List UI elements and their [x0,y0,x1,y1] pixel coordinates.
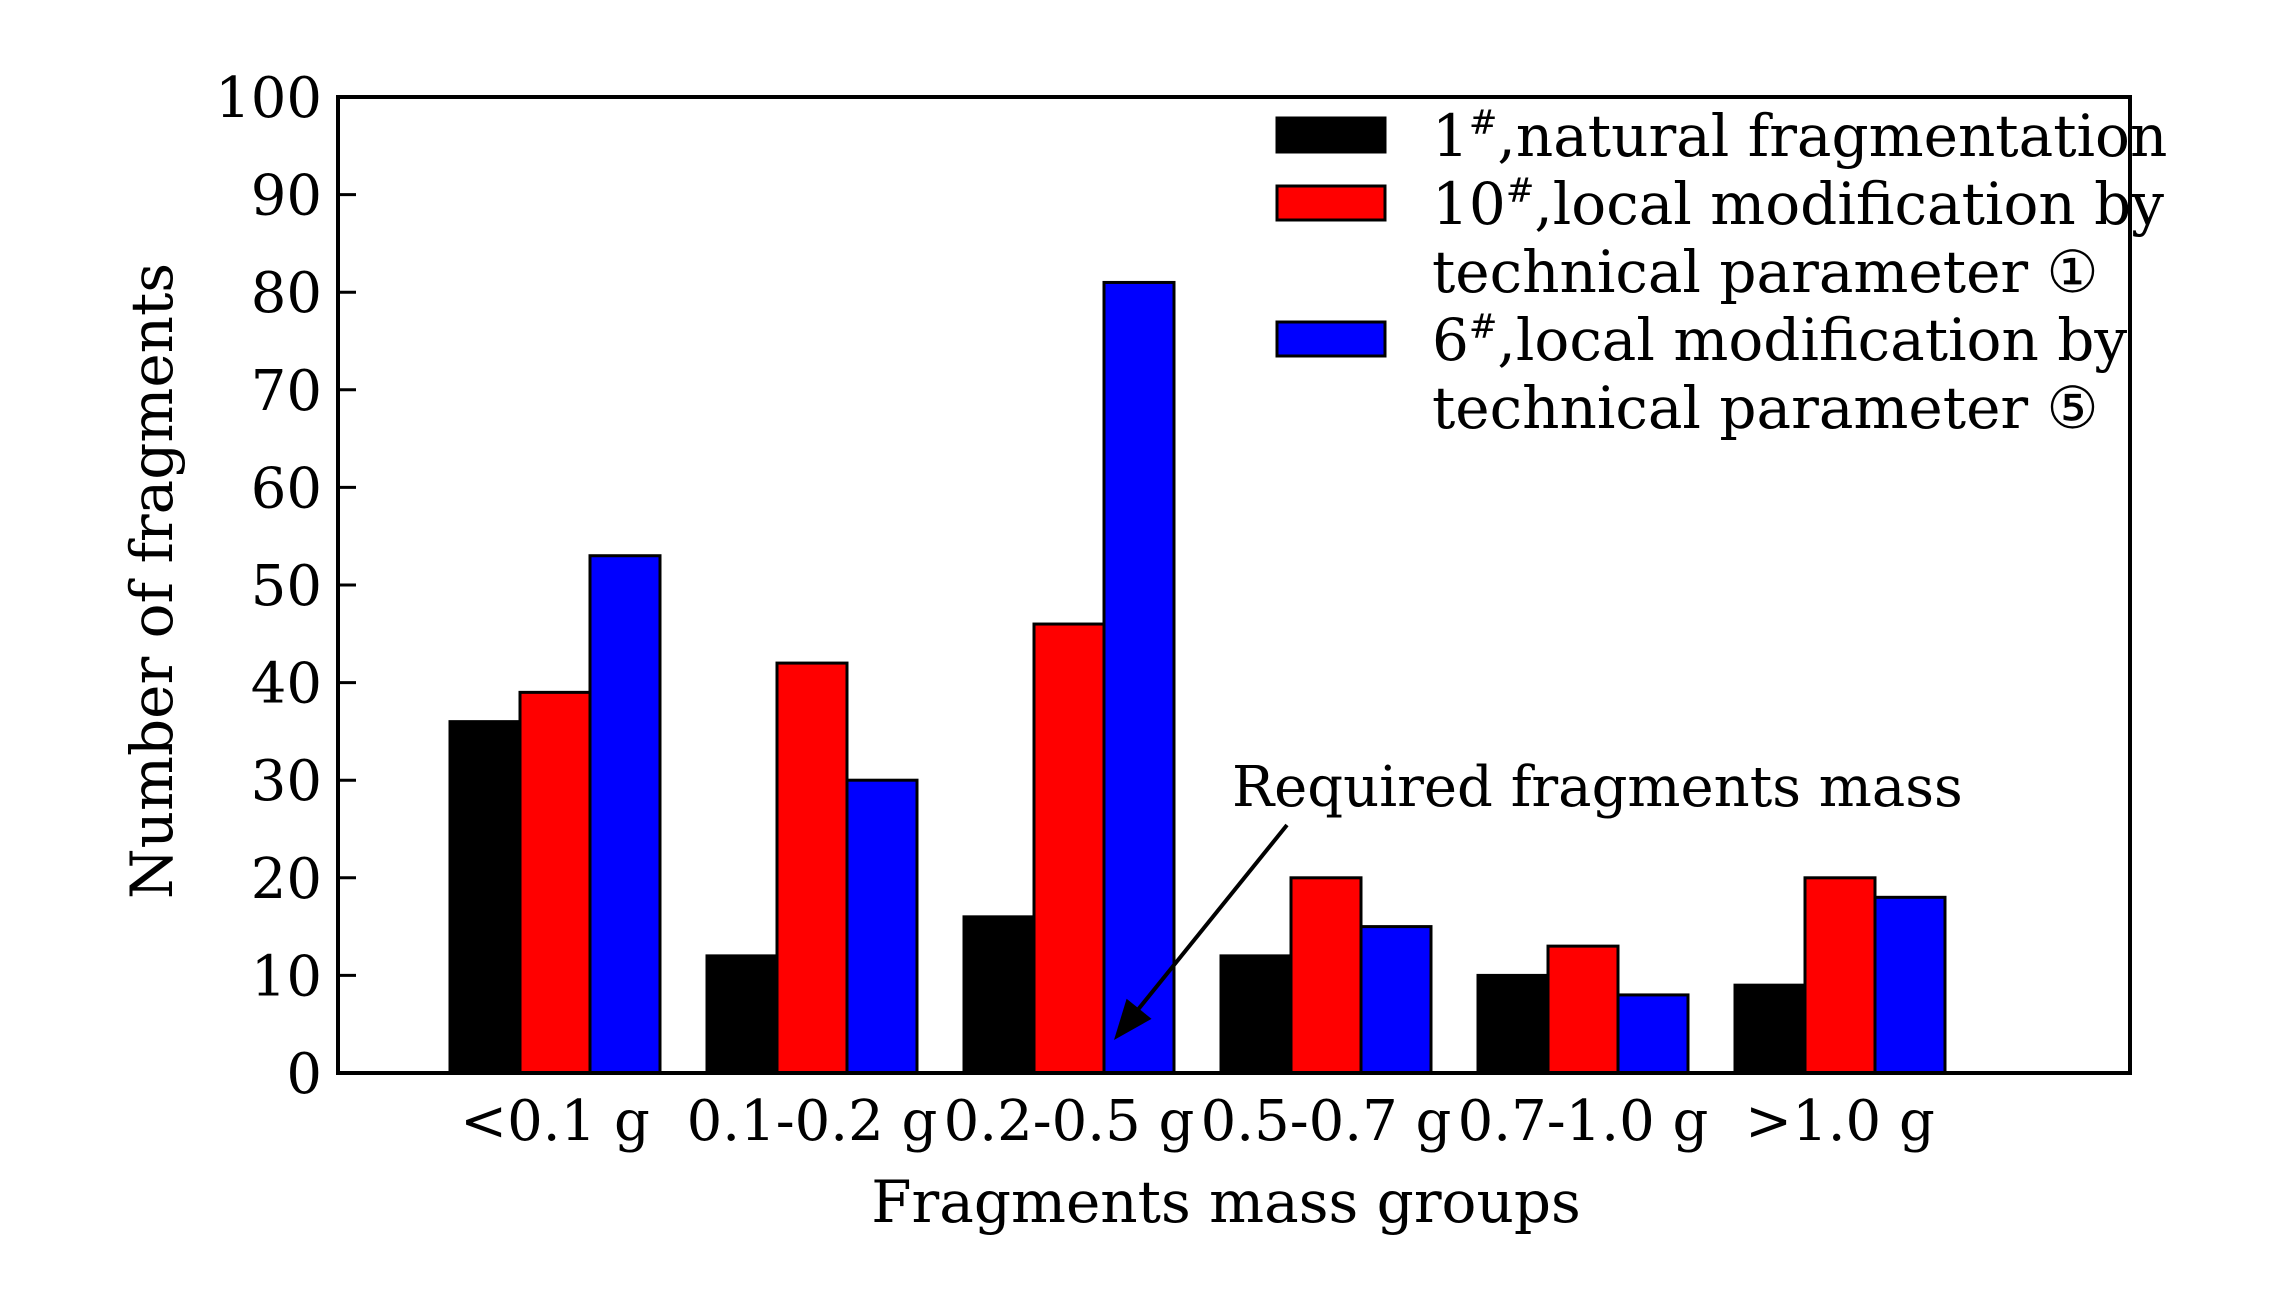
x-axis-title: Fragments mass groups [871,1168,1580,1236]
legend-series-text: local modification by [1553,170,2165,238]
legend-comma: , [1497,102,1515,170]
bar-1-1 [705,954,779,1075]
legend-swatch-1 [1275,116,1387,154]
legend-label: technical parameter ⑤ [1432,374,2099,442]
legend-swatch-6 [1275,320,1387,358]
legend-label: 6#,local modification by [1432,306,2127,374]
x-tick-label: 0.2-0.5 g [944,1089,1195,1154]
y-tick-label: 70 [251,359,322,424]
annotation-text: Required fragments mass [1232,755,1963,820]
legend-series-text: technical parameter ① [1432,238,2099,306]
legend-label: technical parameter ① [1432,238,2099,306]
legend-swatch-10 [1275,184,1387,222]
y-tick-label: 60 [251,456,322,521]
y-tick-label: 100 [215,66,322,131]
bar-1-3 [1219,954,1293,1075]
bar-1-2 [962,915,1036,1075]
bar-10-3 [1289,876,1363,1075]
bar-1-5 [1733,983,1807,1075]
legend-series-id: 6 [1432,306,1469,374]
legend-series-text: local modification by [1516,306,2128,374]
bar-1-0 [448,720,522,1075]
bar-6-5 [1873,895,1947,1075]
y-axis: 0 10 20 30 40 50 60 70 80 90 100 [215,66,356,1107]
x-tick-label: <0.1 g [460,1089,650,1154]
y-tick-label: 30 [251,749,322,814]
legend-series-sup: # [1469,103,1498,143]
x-axis: <0.1 g 0.1-0.2 g 0.2-0.5 g 0.5-0.7 g 0.7-1.0… [460,1089,1935,1154]
bar-10-5 [1803,876,1877,1075]
y-tick-label: 50 [251,554,322,619]
legend-series-text: technical parameter ⑤ [1432,374,2099,442]
x-tick-label: >1.0 g [1745,1089,1935,1154]
legend-comma: , [1534,170,1552,238]
legend-series-sup: # [1506,171,1535,211]
bar-10-4 [1546,944,1620,1075]
legend-label: 1#,natural fragmentation [1432,102,2167,170]
legend-series-text: natural fragmentation [1516,102,2167,170]
y-tick-label: 90 [251,164,322,229]
bar-6-4 [1616,993,1690,1075]
y-axis-title: Number of fragments [118,263,186,899]
bar-6-3 [1359,925,1433,1075]
bar-10-0 [518,690,592,1075]
bar-10-1 [775,661,849,1075]
bar-6-0 [588,554,662,1075]
bar-6-2 [1102,280,1176,1075]
annotation-arrowhead [1114,998,1152,1040]
annotation: Required fragments mass [1114,755,1963,1040]
x-tick-label: 0.7-1.0 g [1458,1089,1709,1154]
x-tick-label: 0.1-0.2 g [687,1089,938,1154]
annotation-arrow-line [1126,823,1289,1024]
bar-10-2 [1032,622,1106,1075]
bars-layer [448,280,1947,1075]
x-tick-label: 0.5-0.7 g [1201,1089,1452,1154]
y-tick-label: 20 [251,847,322,912]
y-tick-label: 10 [251,944,322,1009]
legend-comma: , [1497,306,1515,374]
y-tick-label: 40 [251,652,322,717]
legend-series-id: 10 [1432,170,1506,238]
legend-label: 10#,local modification by [1432,170,2164,238]
bar-1-4 [1476,973,1550,1075]
y-tick-label: 80 [251,261,322,326]
y-tick-label: 0 [286,1042,322,1107]
legend-series-sup: # [1469,307,1498,347]
legend-series-id: 1 [1432,102,1469,170]
bar-6-1 [845,778,919,1075]
